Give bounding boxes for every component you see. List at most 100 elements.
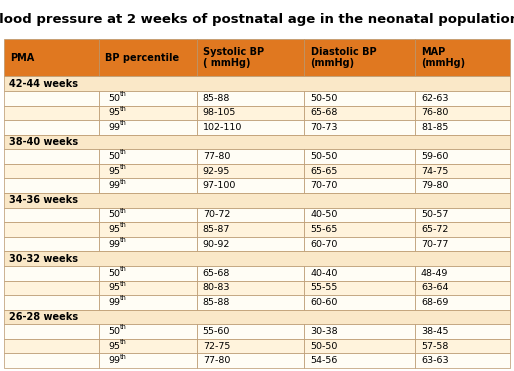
Bar (4, 164, 99, 178)
Bar (415, 295, 510, 310)
Text: 30-32 weeks: 30-32 weeks (9, 254, 78, 264)
Bar (197, 120, 304, 135)
Text: 38-40 weeks: 38-40 weeks (9, 137, 78, 147)
Bar (4, 105, 99, 120)
Text: 95: 95 (108, 225, 120, 234)
Bar (4, 266, 99, 280)
Text: th: th (119, 91, 126, 97)
Text: 50: 50 (108, 327, 120, 336)
Text: 60-70: 60-70 (310, 240, 338, 249)
Bar (415, 105, 510, 120)
Text: 40-40: 40-40 (310, 269, 338, 278)
Bar (99, 295, 197, 310)
Text: th: th (119, 281, 126, 287)
Bar (304, 208, 415, 222)
Bar (304, 164, 415, 178)
Bar (197, 354, 304, 368)
Text: 81-85: 81-85 (421, 123, 448, 132)
Text: 62-63: 62-63 (421, 94, 448, 103)
Text: 42-44 weeks: 42-44 weeks (9, 79, 78, 89)
Text: 85-88: 85-88 (203, 94, 230, 103)
Text: Systolic BP
( mmHg): Systolic BP ( mmHg) (203, 47, 264, 69)
Bar (197, 91, 304, 105)
Bar (415, 266, 510, 280)
Bar (99, 324, 197, 339)
Text: 50: 50 (108, 210, 120, 219)
Text: 50-50: 50-50 (310, 342, 338, 351)
Bar (99, 237, 197, 252)
Bar (197, 208, 304, 222)
Bar (304, 39, 415, 76)
Bar (4, 222, 99, 237)
Bar (415, 164, 510, 178)
Text: 65-65: 65-65 (310, 167, 338, 175)
Bar (99, 222, 197, 237)
Text: th: th (119, 208, 126, 214)
Bar (304, 354, 415, 368)
Bar (415, 339, 510, 354)
Text: 70-73: 70-73 (310, 123, 338, 132)
Text: 50-57: 50-57 (421, 210, 448, 219)
Text: 74-75: 74-75 (421, 167, 448, 175)
Bar (304, 295, 415, 310)
Bar (415, 208, 510, 222)
Text: 54-56: 54-56 (310, 356, 338, 365)
Bar (415, 120, 510, 135)
Text: 99: 99 (108, 356, 120, 365)
Bar (197, 164, 304, 178)
Bar (304, 280, 415, 295)
Bar (197, 149, 304, 164)
Bar (197, 105, 304, 120)
Bar (4, 178, 99, 193)
Bar (99, 105, 197, 120)
Text: th: th (119, 325, 126, 331)
Bar (4, 76, 510, 91)
Bar (4, 339, 99, 354)
Bar (4, 295, 99, 310)
Bar (304, 237, 415, 252)
Bar (99, 91, 197, 105)
Bar (99, 164, 197, 178)
Text: 48-49: 48-49 (421, 269, 448, 278)
Text: th: th (119, 222, 126, 229)
Bar (99, 354, 197, 368)
Text: 80-83: 80-83 (203, 283, 230, 292)
Text: 50-50: 50-50 (310, 152, 338, 161)
Text: 59-60: 59-60 (421, 152, 448, 161)
Bar (304, 178, 415, 193)
Bar (304, 105, 415, 120)
Text: th: th (119, 164, 126, 170)
Text: 95: 95 (108, 167, 120, 175)
Text: 38-45: 38-45 (421, 327, 448, 336)
Text: 99: 99 (108, 123, 120, 132)
Bar (197, 339, 304, 354)
Text: th: th (119, 295, 126, 301)
Bar (304, 324, 415, 339)
Text: th: th (119, 266, 126, 272)
Text: 99: 99 (108, 240, 120, 249)
Text: Diastolic BP
(mmHg): Diastolic BP (mmHg) (310, 47, 376, 69)
Text: 77-80: 77-80 (203, 356, 230, 365)
Bar (4, 280, 99, 295)
Text: 95: 95 (108, 108, 120, 117)
Bar (4, 310, 510, 324)
Bar (197, 280, 304, 295)
Text: 77-80: 77-80 (203, 152, 230, 161)
Text: 70-70: 70-70 (310, 181, 338, 190)
Text: 63-63: 63-63 (421, 356, 449, 365)
Text: th: th (119, 339, 126, 345)
Text: 65-72: 65-72 (421, 225, 448, 234)
Text: 102-110: 102-110 (203, 123, 242, 132)
Text: 72-75: 72-75 (203, 342, 230, 351)
Text: th: th (119, 150, 126, 155)
Bar (99, 280, 197, 295)
Text: 85-88: 85-88 (203, 298, 230, 307)
Bar (4, 252, 510, 266)
Text: 95: 95 (108, 283, 120, 292)
Bar (99, 178, 197, 193)
Bar (415, 237, 510, 252)
Bar (4, 237, 99, 252)
Text: 50: 50 (108, 269, 120, 278)
Bar (415, 324, 510, 339)
Bar (99, 120, 197, 135)
